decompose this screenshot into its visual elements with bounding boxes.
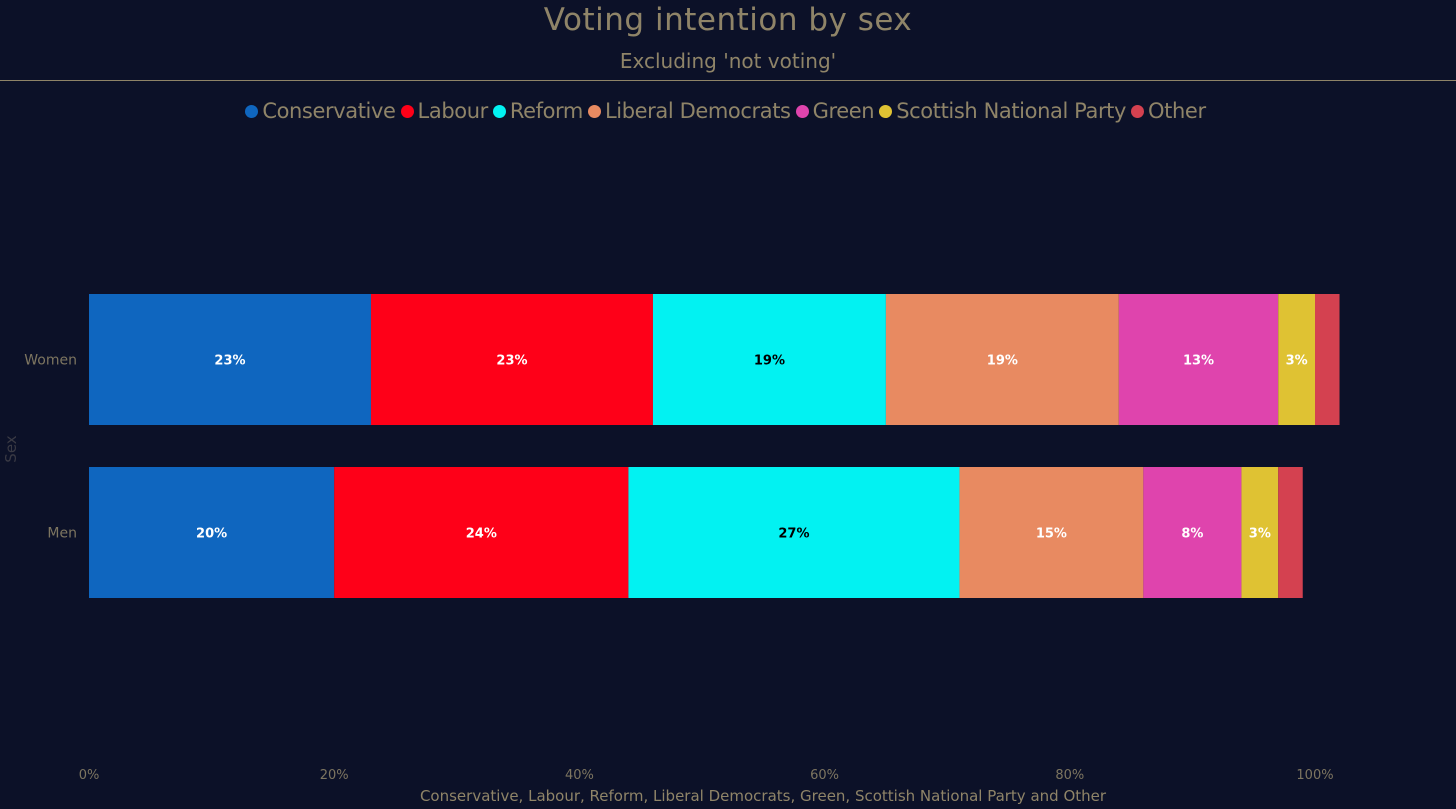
category-label-men: Men [47,526,77,542]
bar-women-liberal-democrats[interactable] [885,294,1119,425]
chart-title: Voting intention by sex [543,2,913,38]
legend-item-green[interactable]: Green [795,96,875,126]
legend-item-conservative[interactable]: Conservative [245,96,396,126]
legend-label: Scottish National Party [896,99,1127,123]
x-tick-label: 80% [1055,768,1084,783]
data-label-men-liberal-democrats: 15% [1036,527,1067,542]
x-tick-label: 100% [1296,768,1333,783]
legend: Conservative Labour Reform Liberal Democrat… [0,96,1456,126]
bar-men-scottish-national-party[interactable] [1241,467,1279,598]
bar-women-other[interactable] [1315,294,1340,425]
bar-men-green[interactable] [1143,467,1242,598]
bar-men-labour[interactable] [334,467,629,598]
x-axis-ticks: 0% 20% 40% 60% 80% 100% [79,768,1334,783]
legend-item-other[interactable]: Other [1131,96,1206,126]
data-labels-group: 23% 23% 19% 19% 13% 3% 20% 24% 27% 15% 8% 3% [196,354,1308,542]
data-label-men-reform: 27% [778,527,809,542]
bar-men-reform[interactable] [628,467,960,598]
data-label-men-scottish-national-party: 3% [1249,527,1271,542]
legend-label: Labour [417,99,489,123]
bar-women-labour[interactable] [370,294,653,425]
legend-item-scottish-national-party[interactable]: Scottish National Party [879,96,1126,126]
legend-swatch [1131,104,1145,118]
y-axis-title: Sex [2,435,20,462]
legend-label: Conservative [262,99,396,123]
legend-swatch [795,104,809,118]
legend-swatch [245,104,259,118]
y-axis-categories: Women Men [24,353,77,542]
data-label-women-labour: 23% [496,354,527,369]
bars-group [89,294,1340,598]
data-label-women-liberal-democrats: 19% [987,354,1018,369]
bar-women-reform[interactable] [652,294,886,425]
data-label-men-green: 8% [1181,527,1203,542]
bar-men-liberal-democrats[interactable] [959,467,1144,598]
category-label-women: Women [24,353,77,369]
data-label-men-conservative: 20% [196,527,227,542]
data-label-women-green: 13% [1183,354,1214,369]
bar-men-other[interactable] [1278,467,1303,598]
legend-item-liberal-democrats[interactable]: Liberal Democrats [587,96,791,126]
data-label-men-labour: 24% [466,527,497,542]
data-label-women-reform: 19% [754,354,785,369]
legend-swatch [400,104,414,118]
legend-item-labour[interactable]: Labour [400,96,489,126]
x-axis-title: Conservative, Labour, Reform, Liberal De… [420,787,1107,805]
x-tick-label: 20% [320,768,349,783]
legend-label: Other [1148,99,1206,123]
x-tick-label: 40% [565,768,594,783]
bar-women-green[interactable] [1118,294,1279,425]
legend-swatch [492,104,506,118]
data-label-women-conservative: 23% [214,354,245,369]
legend-item-reform[interactable]: Reform [492,96,584,126]
title-divider [0,80,1456,81]
bar-women-conservative[interactable] [89,294,371,425]
legend-swatch [879,104,893,118]
legend-label: Reform [509,99,584,123]
legend-swatch [587,104,601,118]
x-tick-label: 60% [810,768,839,783]
chart-subtitle: Excluding 'not voting' [619,49,837,73]
legend-label: Green [812,99,875,123]
legend-label: Liberal Democrats [604,99,791,123]
bar-women-scottish-national-party[interactable] [1278,294,1315,425]
data-label-women-scottish-national-party: 3% [1286,354,1308,369]
bar-men-conservative[interactable] [89,467,335,598]
x-tick-label: 0% [79,768,100,783]
